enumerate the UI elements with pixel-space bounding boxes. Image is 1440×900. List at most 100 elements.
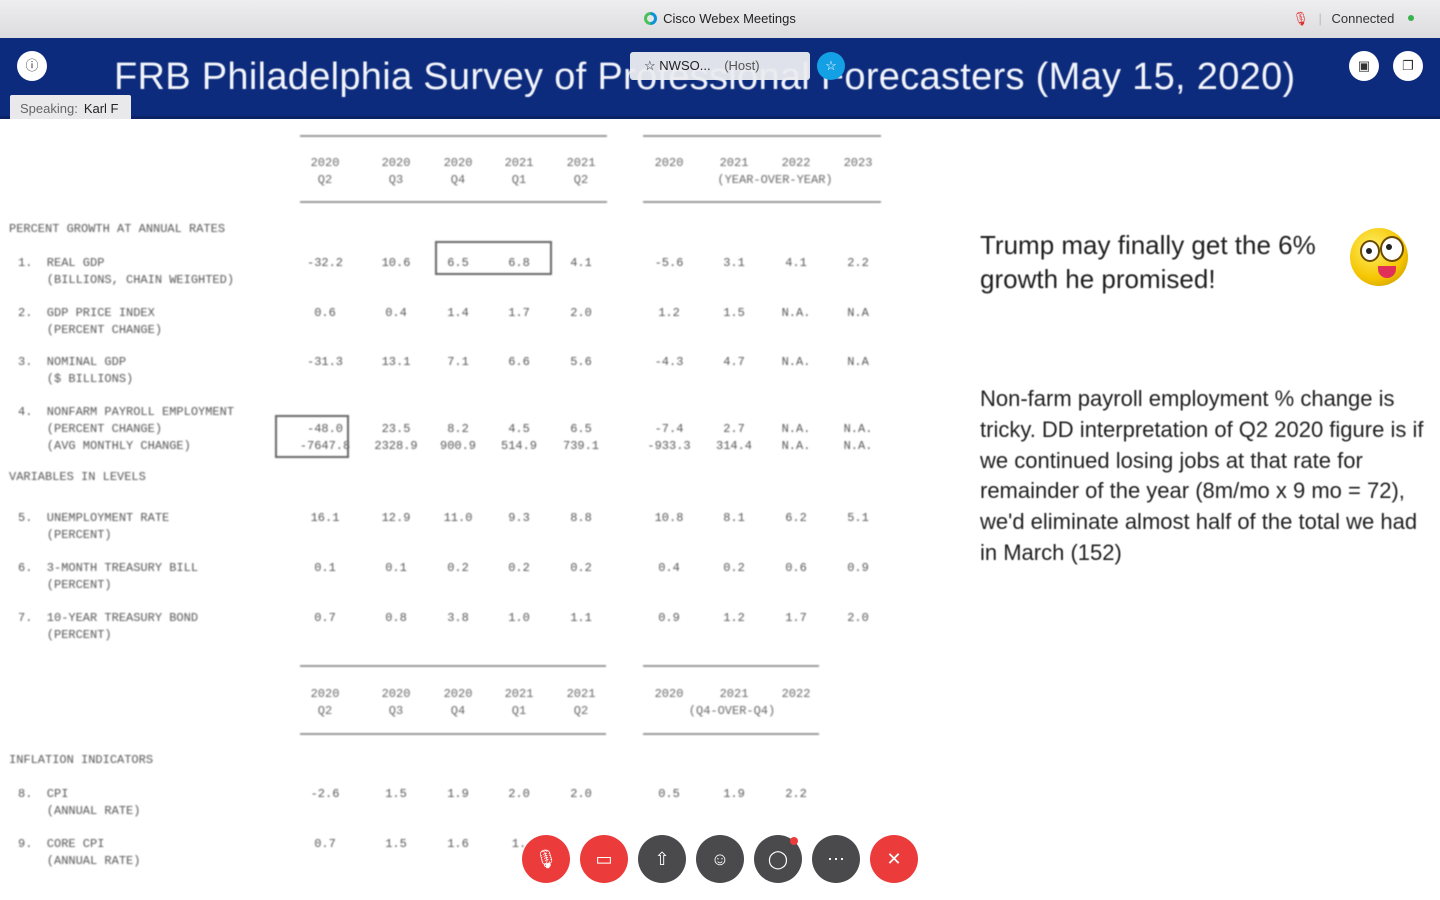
- table-cell: 23.5: [381, 422, 411, 436]
- chat-icon: ◯: [767, 849, 789, 869]
- table-cell: 0.9: [847, 561, 869, 575]
- picture-in-picture-button[interactable]: ▣: [1349, 51, 1379, 81]
- table-cell: 6.5: [447, 256, 469, 270]
- more-options-button[interactable]: ⋯: [812, 835, 860, 883]
- column-year: 2020: [443, 687, 473, 701]
- table-cell: 8.2: [447, 422, 469, 436]
- table-cell: 8.8: [570, 511, 592, 525]
- pin-video-button[interactable]: ☆: [817, 52, 845, 80]
- info-icon: ⓘ: [25, 58, 39, 73]
- muted-mic-icon[interactable]: 🎙︎: [1292, 11, 1309, 26]
- webex-logo-icon: [644, 12, 658, 25]
- column-year: 2021: [719, 687, 749, 701]
- table-cell: 0.8: [385, 611, 407, 625]
- column-quarter: Q2: [317, 173, 333, 187]
- host-video-label[interactable]: ☆ NWSO... (Host): [630, 52, 810, 80]
- table-cell: 6.2: [785, 511, 807, 525]
- table-cell: 2.0: [508, 787, 530, 801]
- share-button[interactable]: ⇧: [638, 835, 686, 883]
- table-cell: 11.0: [443, 511, 473, 525]
- table-cell: 8.1: [723, 511, 745, 525]
- row-label: (PERCENT): [18, 528, 112, 542]
- section-heading: PERCENT GROWTH AT ANNUAL RATES: [9, 222, 226, 236]
- muted-mic-icon: 🎙︎: [534, 849, 558, 869]
- row-label: 4. NONFARM PAYROLL EMPLOYMENT: [18, 405, 235, 419]
- status-separator: |: [1318, 11, 1322, 26]
- table-cell: N.A.: [781, 355, 811, 369]
- row-label: (ANNUAL RATE): [18, 804, 141, 818]
- highlight-box: [435, 241, 552, 275]
- table-cell: 0.1: [314, 561, 336, 575]
- table-rule: [300, 733, 606, 735]
- table-cell: 1.1: [570, 611, 592, 625]
- table-cell: N.A.: [781, 439, 811, 453]
- end-meeting-button[interactable]: ✕: [870, 835, 918, 883]
- row-label: 9. CORE CPI: [18, 837, 105, 851]
- row-label: (ANNUAL RATE): [18, 854, 141, 868]
- table-cell: 314.4: [715, 439, 753, 453]
- table-cell: 6.5: [570, 422, 592, 436]
- table-cell: 0.6: [314, 306, 336, 320]
- row-label: (PERCENT): [18, 578, 112, 592]
- speaking-label: Speaking:: [20, 101, 78, 116]
- row-label: 1. REAL GDP: [18, 256, 105, 270]
- column-quarter: Q2: [317, 704, 333, 718]
- mute-button[interactable]: 🎙︎: [522, 835, 570, 883]
- table-cell: 1.0: [508, 611, 530, 625]
- meeting-info-button[interactable]: ⓘ: [17, 51, 47, 81]
- table-cell: -7.4: [654, 422, 684, 436]
- column-year: 2021: [566, 156, 596, 170]
- table-cell: 4.1: [785, 256, 807, 270]
- table-cell: 2.0: [570, 306, 592, 320]
- connection-status-area: 🎙︎ | Connected: [1292, 11, 1414, 27]
- table-cell: 739.1: [562, 439, 600, 453]
- close-icon: ✕: [886, 849, 902, 869]
- chat-button[interactable]: ◯: [754, 835, 802, 883]
- video-off-icon: ▭: [595, 849, 613, 869]
- table-cell: 1.4: [447, 306, 469, 320]
- table-rule: [300, 201, 607, 203]
- table-cell: -32.2: [306, 256, 344, 270]
- pin-icon: ☆: [825, 58, 837, 73]
- table-cell: 12.9: [381, 511, 411, 525]
- connected-status-dot: [1408, 15, 1414, 21]
- pip-icon: ▣: [1357, 58, 1371, 73]
- participants-button[interactable]: ☺: [696, 835, 744, 883]
- table-rule: [643, 201, 881, 203]
- row-label: (BILLIONS, CHAIN WEIGHTED): [18, 273, 235, 287]
- table-cell: 13.1: [381, 355, 411, 369]
- table-cell: 1.5: [385, 837, 407, 851]
- table-cell: 1.2: [658, 306, 680, 320]
- window-layout-button[interactable]: ❐: [1393, 51, 1423, 81]
- crazy-face-emoji-icon: [1350, 228, 1408, 286]
- table-cell: 0.4: [385, 306, 407, 320]
- row-label: (PERCENT CHANGE): [18, 323, 163, 337]
- table-cell: 0.5: [658, 787, 680, 801]
- table-cell: -7647.8: [299, 439, 351, 453]
- column-caption: (YEAR-OVER-YEAR): [717, 173, 833, 187]
- table-cell: 900.9: [439, 439, 477, 453]
- row-label: 5. UNEMPLOYMENT RATE: [18, 511, 170, 525]
- column-year: 2023: [843, 156, 873, 170]
- row-label: (PERCENT CHANGE): [18, 422, 163, 436]
- row-label: 7. 10-YEAR TREASURY BOND: [18, 611, 199, 625]
- table-cell: -48.0: [306, 422, 344, 436]
- table-cell: 10.6: [381, 256, 411, 270]
- app-title-text: Cisco Webex Meetings: [663, 11, 796, 26]
- column-year: 2020: [443, 156, 473, 170]
- column-quarter: Q3: [388, 173, 404, 187]
- stop-video-button[interactable]: ▭: [580, 835, 628, 883]
- table-cell: N.A.: [843, 439, 873, 453]
- host-tag: (Host): [724, 58, 760, 73]
- row-label: (PERCENT): [18, 628, 112, 642]
- table-cell: 0.2: [447, 561, 469, 575]
- active-speaker-indicator: Speaking: Karl F: [10, 95, 131, 119]
- table-cell: -5.6: [654, 256, 684, 270]
- table-cell: 514.9: [500, 439, 538, 453]
- table-cell: 0.9: [658, 611, 680, 625]
- table-cell: 1.9: [447, 787, 469, 801]
- table-cell: 10.8: [654, 511, 684, 525]
- table-cell: 1.6: [447, 837, 469, 851]
- table-cell: 4.7: [723, 355, 745, 369]
- table-cell: 2.2: [785, 787, 807, 801]
